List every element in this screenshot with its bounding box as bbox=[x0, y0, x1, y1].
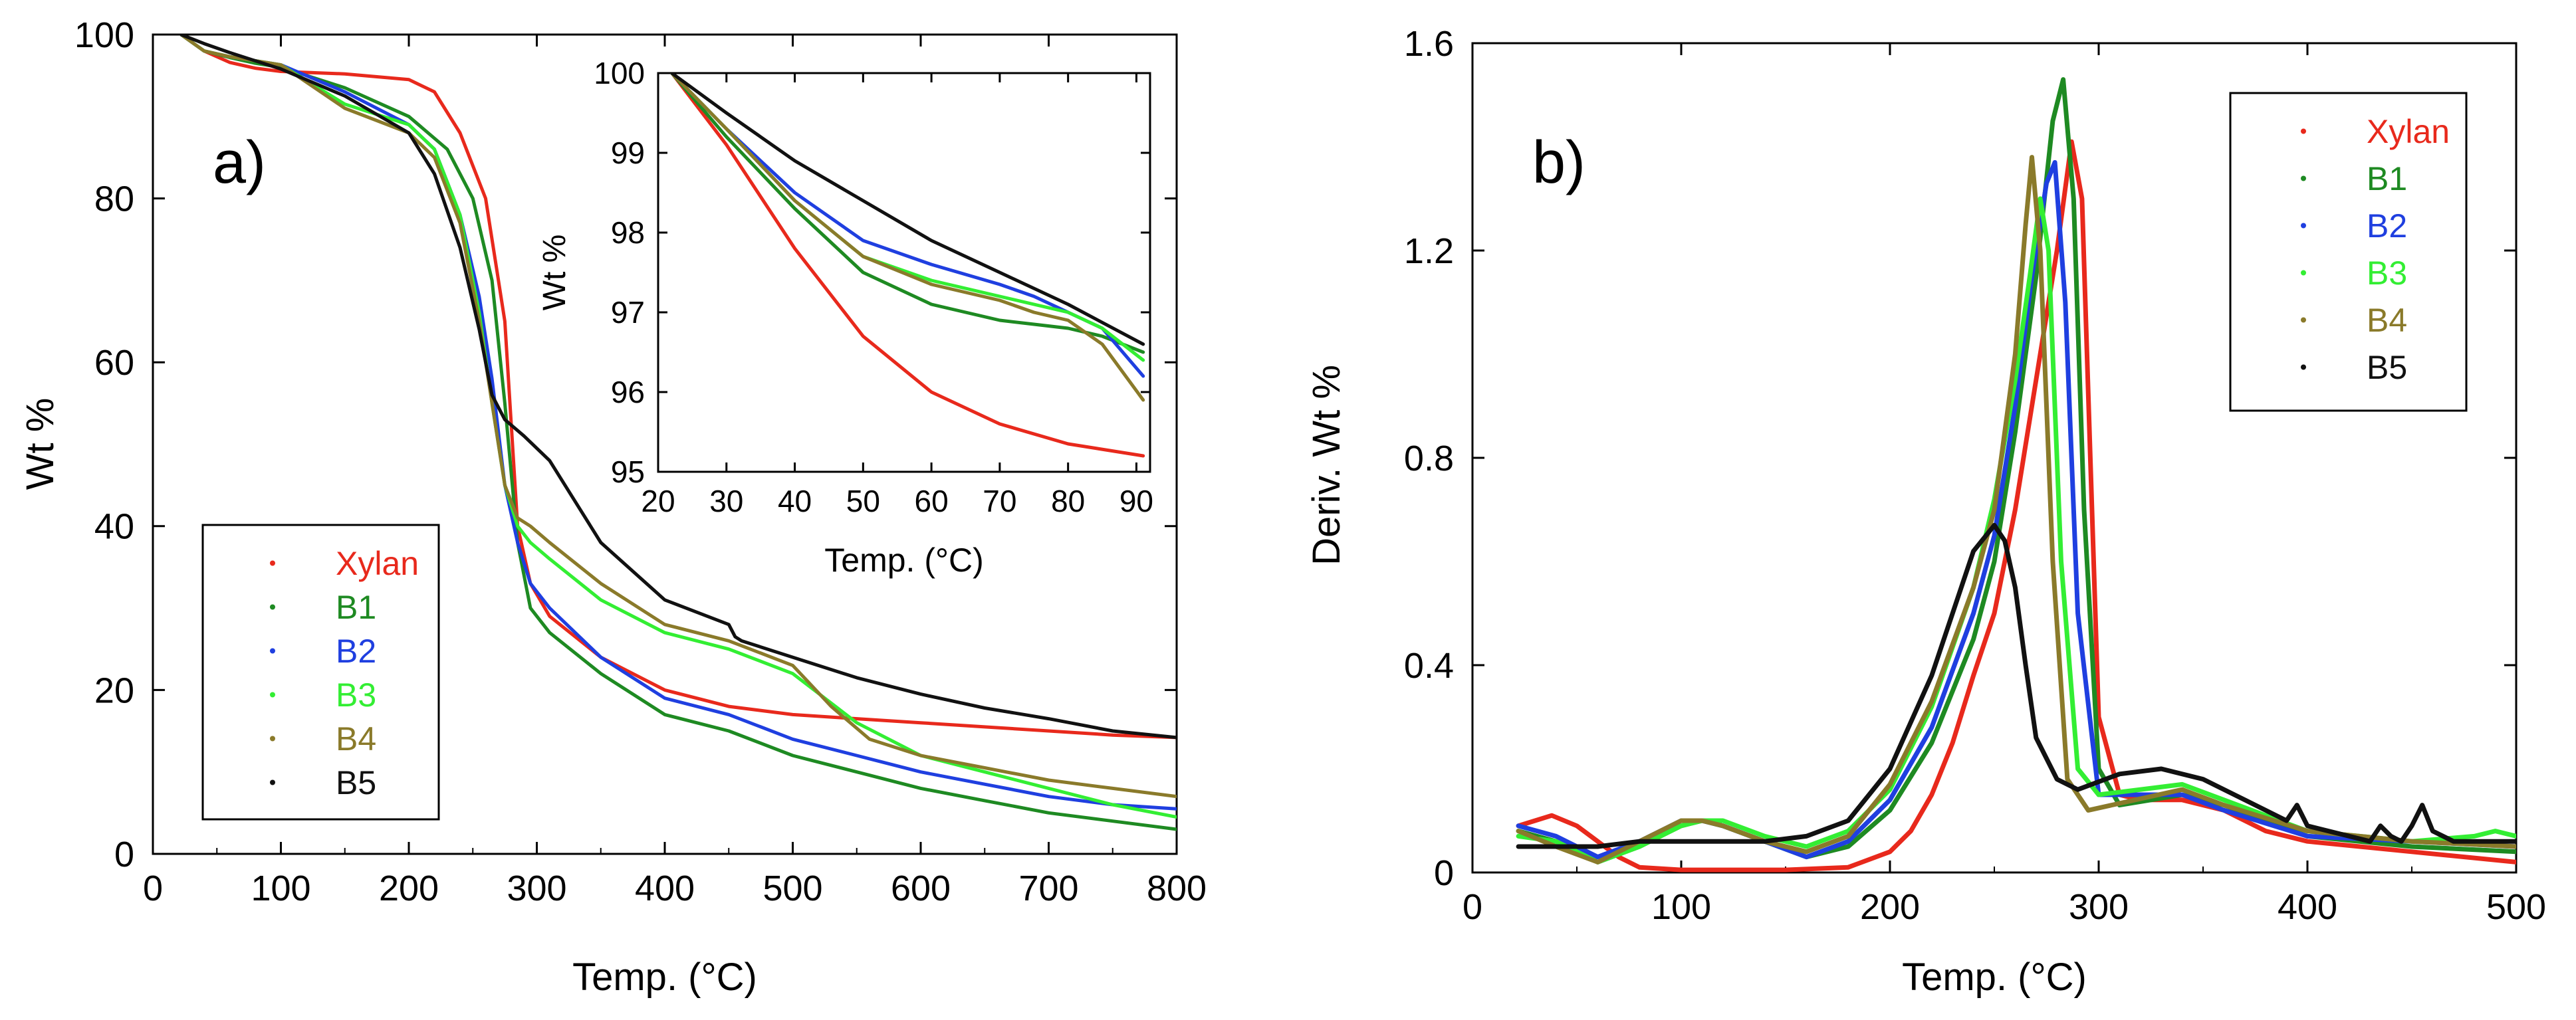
plot-a-x-axis-label: Temp. (°C) bbox=[572, 956, 757, 999]
plot-a-y-axis-label: Wt % bbox=[19, 398, 62, 490]
legend-label-b1: B1 bbox=[336, 589, 376, 626]
y-tick-label: 20 bbox=[94, 670, 134, 710]
legend-marker-b2 bbox=[2301, 223, 2306, 229]
legend-label-xylan: Xylan bbox=[336, 545, 419, 582]
series-line-b5 bbox=[1516, 522, 2516, 849]
plot-b-legend-box bbox=[2229, 92, 2468, 412]
plot-b-legend: Xylan B1 B2 B3 B4 B5 bbox=[2301, 113, 2450, 386]
legend-label-b1: B1 bbox=[2367, 160, 2407, 197]
x-tick-label: 500 bbox=[2486, 887, 2546, 927]
legend-marker-b1 bbox=[270, 604, 275, 610]
y-tick-label: 0.8 bbox=[1404, 439, 1454, 478]
plot-a-legend-box bbox=[201, 524, 440, 821]
legend-label-b3: B3 bbox=[336, 676, 376, 714]
legend-label-b4: B4 bbox=[336, 720, 376, 758]
legend-label-b3: B3 bbox=[2367, 255, 2407, 292]
x-tick-label: 700 bbox=[1018, 868, 1078, 908]
x-tick-label: 60 bbox=[915, 484, 949, 518]
y-tick-label: 95 bbox=[611, 455, 645, 489]
x-tick-label: 30 bbox=[709, 484, 743, 518]
x-tick-label: 200 bbox=[379, 868, 439, 908]
y-tick-label: 100 bbox=[74, 15, 134, 55]
legend-label-b4: B4 bbox=[2367, 302, 2407, 339]
plot-a-inset-series bbox=[670, 73, 1145, 458]
y-tick-label: 40 bbox=[94, 507, 134, 547]
legend-marker-b3 bbox=[2301, 270, 2306, 276]
y-tick-label: 98 bbox=[611, 215, 645, 250]
series-line-xylan bbox=[179, 35, 1177, 740]
series-line-xylan bbox=[1516, 139, 2516, 872]
x-tick-label: 20 bbox=[641, 484, 675, 518]
plot-b-y-axis-label: Deriv. Wt % bbox=[1305, 365, 1348, 565]
y-tick-label: 0 bbox=[114, 835, 134, 874]
plot-b-series bbox=[1516, 77, 2516, 872]
series-line-xylan bbox=[670, 73, 1145, 458]
x-tick-label: 200 bbox=[1860, 887, 1920, 927]
y-tick-label: 97 bbox=[611, 295, 645, 330]
x-tick-label: 0 bbox=[143, 868, 163, 908]
x-tick-label: 600 bbox=[891, 868, 951, 908]
x-tick-label: 300 bbox=[507, 868, 566, 908]
plot-b-x-axis-label: Temp. (°C) bbox=[1902, 956, 2087, 999]
plot-b-panel-label: b) bbox=[1532, 130, 1585, 196]
series-line-b5 bbox=[670, 73, 1145, 346]
legend-label-b5: B5 bbox=[336, 764, 376, 801]
y-tick-label: 0.4 bbox=[1404, 646, 1454, 686]
legend-label-xylan: Xylan bbox=[2367, 113, 2450, 150]
legend-marker-b4 bbox=[270, 736, 275, 742]
x-tick-label: 80 bbox=[1051, 484, 1085, 518]
x-tick-label: 100 bbox=[1651, 887, 1711, 927]
legend-marker-b1 bbox=[2301, 175, 2306, 181]
plot-a-inset-y-axis-label: Wt % bbox=[537, 235, 572, 311]
y-tick-label: 99 bbox=[611, 136, 645, 170]
plot-a-legend: Xylan B1 B2 B3 B4 B5 bbox=[270, 545, 419, 801]
legend-marker-b3 bbox=[270, 692, 275, 698]
plot-b-ticks: 0 100 200 300 400 500 0 0.4 0.8 1.2 1.6 bbox=[1404, 24, 2546, 927]
x-tick-label: 90 bbox=[1119, 484, 1153, 518]
y-tick-label: 0 bbox=[1434, 853, 1454, 893]
y-tick-label: 1.6 bbox=[1404, 24, 1454, 64]
x-tick-label: 800 bbox=[1147, 868, 1207, 908]
y-tick-label: 100 bbox=[594, 56, 645, 90]
plot-a-ticks: 0 100 200 300 400 500 600 700 800 0 20 40 60 80 100 bbox=[74, 15, 1207, 908]
plot-a-inset-ticks: 20 30 40 50 60 70 80 90 95 96 97 98 99 100 bbox=[594, 56, 1153, 518]
series-line-b5 bbox=[179, 35, 1177, 740]
legend-marker-b5 bbox=[2301, 364, 2306, 370]
plot-a-series bbox=[179, 35, 1177, 831]
legend-label-b5: B5 bbox=[2367, 349, 2407, 386]
y-tick-label: 60 bbox=[94, 343, 134, 383]
x-tick-label: 400 bbox=[635, 868, 695, 908]
y-tick-label: 96 bbox=[611, 375, 645, 409]
legend-marker-xylan bbox=[2301, 128, 2306, 134]
y-tick-label: 1.2 bbox=[1404, 231, 1454, 271]
x-tick-label: 100 bbox=[251, 868, 310, 908]
x-tick-label: 400 bbox=[2278, 887, 2337, 927]
series-line-b4 bbox=[670, 73, 1145, 402]
legend-marker-b5 bbox=[270, 779, 275, 785]
legend-label-b2: B2 bbox=[2367, 207, 2407, 245]
legend-marker-b2 bbox=[270, 648, 275, 654]
x-tick-label: 300 bbox=[2069, 887, 2129, 927]
x-tick-label: 0 bbox=[1463, 887, 1482, 927]
x-tick-label: 40 bbox=[778, 484, 812, 518]
legend-marker-b4 bbox=[2301, 317, 2306, 323]
x-tick-label: 70 bbox=[983, 484, 1016, 518]
plot-a-panel-label: a) bbox=[213, 130, 266, 196]
y-tick-label: 80 bbox=[94, 179, 134, 219]
plot-a-inset-x-axis-label: Temp. (°C) bbox=[824, 542, 983, 579]
legend-label-b2: B2 bbox=[336, 633, 376, 670]
series-line-b4 bbox=[1516, 155, 2516, 865]
x-tick-label: 50 bbox=[846, 484, 880, 518]
legend-marker-xylan bbox=[270, 560, 275, 566]
x-tick-label: 500 bbox=[762, 868, 822, 908]
